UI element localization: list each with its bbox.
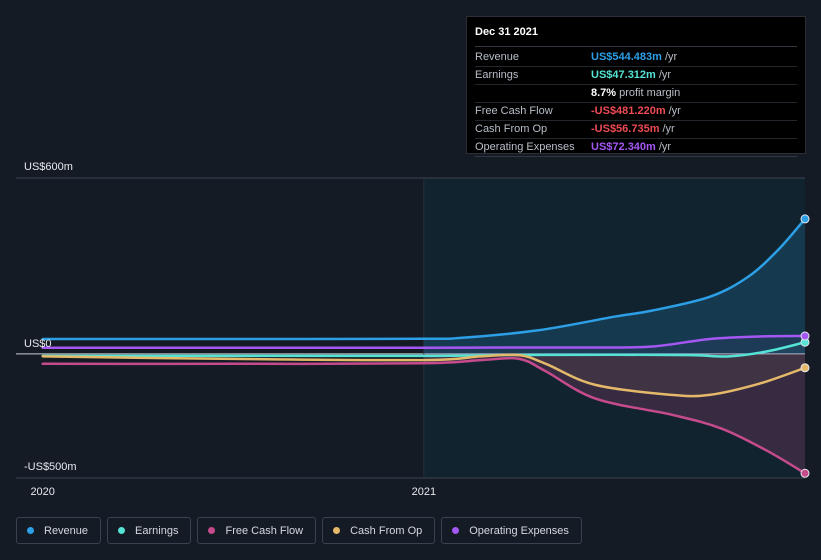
tooltip-row: 8.7% profit margin — [475, 85, 797, 103]
legend-dot-icon — [452, 527, 460, 534]
end-point-cash-from-op — [800, 363, 810, 373]
tooltip-row-unit: /yr — [658, 69, 672, 81]
end-point-operating-expenses — [800, 331, 810, 341]
line-operating-expenses — [41, 334, 807, 349]
y-axis-label: US$0 — [24, 338, 52, 350]
data-tooltip: Dec 31 2021 Revenue US$544.483m/yr Earning… — [466, 16, 806, 157]
legend-label: Revenue — [44, 524, 89, 537]
tooltip-date: Dec 31 2021 — [475, 25, 797, 47]
line-cash-from-op — [41, 353, 807, 398]
legend-item-free-cash-flow[interactable]: Free Cash Flow — [197, 517, 317, 544]
tooltip-row-unit: /yr — [668, 105, 681, 117]
tooltip-row: Revenue US$544.483m/yr — [475, 49, 797, 67]
tooltip-row: Free Cash Flow -US$481.220m/yr — [475, 103, 797, 121]
legend-label: Cash From Op — [350, 524, 423, 537]
tooltip-row-value: US$47.312m — [591, 69, 656, 81]
legend-item-cash-from-op[interactable]: Cash From Op — [322, 517, 436, 544]
tooltip-row: Cash From Op -US$56.735m/yr — [475, 121, 797, 139]
legend-dot-icon — [333, 527, 341, 534]
tooltip-row-name: Earnings — [475, 69, 519, 81]
tooltip-rows: Revenue US$544.483m/yr Earnings US$47.312m /… — [475, 49, 797, 157]
tooltip-row-unit: profit margin — [619, 87, 681, 99]
legend-dot-icon — [27, 527, 34, 534]
x-axis-labels: 2020 2021 — [30, 486, 436, 498]
area-cash-from-op — [423, 353, 805, 397]
forecast-region — [423, 178, 805, 478]
tooltip-row-name: Revenue — [475, 51, 520, 63]
area-revenue — [423, 218, 805, 354]
tooltip-row-unit: /yr — [658, 141, 672, 153]
legend: Revenue Earnings Free Cash Flow Cash From O… — [16, 517, 582, 544]
x-axis-label: 2021 — [412, 486, 436, 498]
tooltip-row: Operating Expenses US$72.340m/yr — [475, 139, 797, 157]
legend-dot-icon — [118, 527, 126, 534]
tooltip-row-name — [475, 85, 591, 102]
tooltip-row-unit: /yr — [662, 123, 675, 135]
line-earnings — [41, 340, 807, 358]
tooltip-row-name: Cash From Op — [475, 123, 548, 135]
tooltip-row-name: Free Cash Flow — [475, 105, 553, 117]
area-operating-expenses — [423, 336, 805, 354]
series-lines — [41, 217, 807, 475]
tooltip-row: Earnings US$47.312m/yr — [475, 67, 797, 85]
legend-item-earnings[interactable]: Earnings — [107, 517, 192, 544]
tooltip-row-value: US$544.483m — [591, 51, 662, 63]
series-end-points — [800, 214, 810, 478]
tooltip-row-value: -US$56.735m — [591, 123, 660, 135]
line-free-cash-flow — [41, 356, 807, 475]
y-axis-label: -US$500m — [24, 461, 77, 473]
legend-label: Operating Expenses — [469, 524, 569, 537]
tooltip-row-value: 8.7% — [591, 87, 617, 99]
legend-label: Free Cash Flow — [225, 524, 304, 537]
legend-item-revenue[interactable]: Revenue — [16, 517, 102, 544]
line-revenue — [41, 217, 807, 341]
end-point-revenue — [800, 214, 810, 224]
legend-item-operating-expenses[interactable]: Operating Expenses — [441, 517, 582, 544]
y-axis-label: US$600m — [24, 161, 73, 173]
tooltip-row-unit: /yr — [664, 51, 678, 63]
tooltip-row-value: US$72.340m — [591, 141, 656, 153]
legend-label: Earnings — [135, 524, 179, 537]
y-axis-labels: US$600m US$0 -US$500m — [24, 161, 77, 473]
tooltip-row-value: -US$481.220m — [591, 105, 666, 117]
tooltip-row-name: Operating Expenses — [475, 141, 575, 153]
area-free-cash-flow — [423, 353, 805, 474]
legend-dot-icon — [208, 527, 216, 534]
end-point-free-cash-flow — [800, 468, 810, 478]
x-axis-label: 2020 — [30, 486, 54, 498]
